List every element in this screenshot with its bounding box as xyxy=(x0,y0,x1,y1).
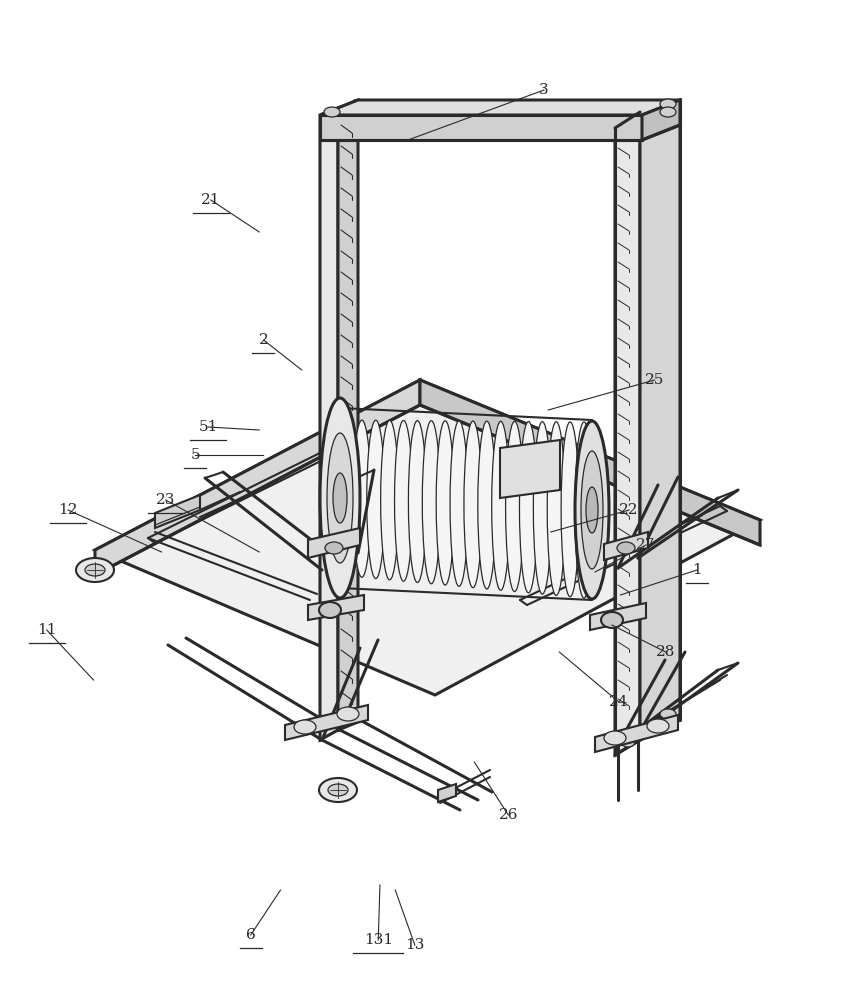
Ellipse shape xyxy=(353,420,371,577)
Ellipse shape xyxy=(660,709,676,719)
Polygon shape xyxy=(320,100,680,115)
Polygon shape xyxy=(590,603,646,630)
Polygon shape xyxy=(338,100,358,730)
Ellipse shape xyxy=(450,421,468,586)
Ellipse shape xyxy=(519,422,537,593)
Text: 51: 51 xyxy=(199,420,218,434)
Polygon shape xyxy=(95,380,420,575)
Ellipse shape xyxy=(319,778,357,802)
Polygon shape xyxy=(642,100,680,140)
Ellipse shape xyxy=(327,433,353,563)
Ellipse shape xyxy=(464,421,482,588)
Polygon shape xyxy=(615,112,640,755)
Ellipse shape xyxy=(324,107,340,117)
Ellipse shape xyxy=(647,719,669,733)
Ellipse shape xyxy=(333,473,347,523)
Ellipse shape xyxy=(325,542,343,554)
Text: 1: 1 xyxy=(692,563,702,577)
Ellipse shape xyxy=(394,420,412,581)
Ellipse shape xyxy=(547,422,565,595)
Text: 131: 131 xyxy=(364,933,393,947)
Text: 23: 23 xyxy=(156,493,175,507)
Ellipse shape xyxy=(478,421,496,589)
Ellipse shape xyxy=(575,421,609,599)
Ellipse shape xyxy=(436,421,454,585)
Ellipse shape xyxy=(422,421,440,584)
Polygon shape xyxy=(95,380,760,695)
Polygon shape xyxy=(604,532,648,560)
Ellipse shape xyxy=(85,564,105,576)
Text: 27: 27 xyxy=(637,538,655,552)
Text: 11: 11 xyxy=(37,623,56,637)
Ellipse shape xyxy=(604,731,626,745)
Ellipse shape xyxy=(581,451,603,569)
Ellipse shape xyxy=(533,422,552,594)
Ellipse shape xyxy=(76,558,114,582)
Ellipse shape xyxy=(294,720,316,734)
Ellipse shape xyxy=(320,398,360,598)
Polygon shape xyxy=(308,595,364,620)
Ellipse shape xyxy=(366,420,385,579)
Ellipse shape xyxy=(601,612,623,628)
Text: 21: 21 xyxy=(201,193,220,207)
Ellipse shape xyxy=(491,421,510,590)
Text: 2: 2 xyxy=(258,333,269,347)
Text: 5: 5 xyxy=(190,448,201,462)
Text: 13: 13 xyxy=(405,938,424,952)
Ellipse shape xyxy=(339,420,357,576)
Polygon shape xyxy=(155,495,200,528)
Text: 28: 28 xyxy=(656,645,675,659)
Ellipse shape xyxy=(575,422,593,598)
Polygon shape xyxy=(320,115,642,140)
Text: 3: 3 xyxy=(539,83,549,97)
Ellipse shape xyxy=(328,784,348,796)
Polygon shape xyxy=(308,528,360,558)
Ellipse shape xyxy=(319,602,341,618)
Ellipse shape xyxy=(506,421,524,592)
Ellipse shape xyxy=(337,707,359,721)
Polygon shape xyxy=(285,705,368,740)
Ellipse shape xyxy=(621,737,635,747)
Text: 26: 26 xyxy=(499,808,518,822)
Text: 22: 22 xyxy=(620,503,638,517)
Text: 25: 25 xyxy=(645,373,664,387)
Ellipse shape xyxy=(660,107,676,117)
Ellipse shape xyxy=(586,487,598,533)
Ellipse shape xyxy=(561,422,579,597)
Polygon shape xyxy=(320,108,338,740)
Polygon shape xyxy=(595,715,678,752)
Text: 24: 24 xyxy=(609,695,628,709)
Text: 6: 6 xyxy=(246,928,256,942)
Polygon shape xyxy=(438,784,456,802)
Polygon shape xyxy=(640,100,680,740)
Polygon shape xyxy=(420,380,760,545)
Ellipse shape xyxy=(381,420,399,580)
Polygon shape xyxy=(500,440,560,498)
Text: 12: 12 xyxy=(59,503,77,517)
Ellipse shape xyxy=(617,542,635,554)
Ellipse shape xyxy=(660,99,676,109)
Ellipse shape xyxy=(408,421,427,582)
